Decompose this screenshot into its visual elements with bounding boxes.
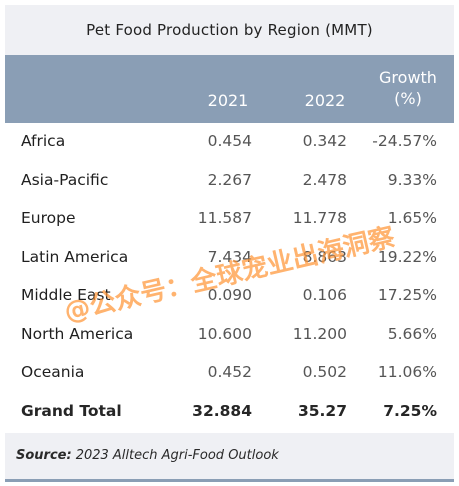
total-label: Grand Total (21, 401, 122, 420)
value-2022-cell: 11.200 (292, 324, 347, 343)
source-label: Source: (16, 447, 72, 463)
table-row: Latin America 7.434 8.863 19.22% (5, 239, 454, 277)
table-row: Africa 0.454 0.342 -24.57% (5, 123, 454, 161)
value-2022-cell: 0.342 (302, 132, 347, 150)
table-body: Africa 0.454 0.342 -24.57% Asia-Pacific … (5, 123, 454, 433)
total-growth-cell: 7.25% (383, 401, 437, 420)
growth-cell: 5.66% (387, 324, 437, 343)
growth-cell: 19.22% (377, 247, 437, 266)
growth-cell: -24.57% (372, 132, 437, 150)
growth-header-line1: Growth (379, 68, 437, 87)
table-title: Pet Food Production by Region (MMT) (86, 21, 373, 39)
source-note: Source: 2023 Alltech Agri-Food Outlook (5, 433, 454, 477)
value-2021-cell: 10.600 (197, 324, 252, 343)
region-cell: Middle East (21, 286, 111, 304)
value-2021-cell: 2.267 (207, 170, 252, 189)
value-2021-cell: 7.434 (207, 247, 252, 266)
table-row: Oceania 0.452 0.502 11.06% (5, 354, 454, 392)
value-2021-cell: 0.090 (207, 286, 252, 304)
table-row: North America 10.600 11.200 5.66% (5, 316, 454, 354)
table-row: Asia-Pacific 2.267 2.478 9.33% (5, 162, 454, 200)
value-2022-cell: 11.778 (292, 209, 347, 227)
growth-cell: 11.06% (377, 363, 437, 381)
growth-header-line2: (%) (394, 89, 422, 108)
table-row: Middle East 0.090 0.106 17.25% (5, 277, 454, 315)
region-cell: Europe (21, 209, 76, 227)
value-2021-cell: 0.452 (207, 363, 252, 381)
total-2022-cell: 35.27 (297, 401, 347, 420)
total-row: Grand Total 32.884 35.27 7.25% (5, 393, 454, 431)
bottom-divider (5, 479, 454, 482)
table-row: Europe 11.587 11.778 1.65% (5, 200, 454, 238)
growth-cell: 9.33% (387, 170, 437, 189)
column-header-growth: Growth (%) (367, 67, 449, 109)
value-2021-cell: 11.587 (197, 209, 252, 227)
region-cell: Oceania (21, 363, 85, 381)
table-header: 2021 2022 Growth (%) (5, 55, 454, 123)
source-text: 2023 Alltech Agri-Food Outlook (75, 447, 279, 463)
region-cell: North America (21, 324, 134, 343)
region-cell: Africa (21, 132, 66, 150)
total-2021-cell: 32.884 (192, 401, 252, 420)
value-2022-cell: 0.106 (302, 286, 347, 304)
column-header-2022: 2022 (304, 91, 346, 110)
region-cell: Latin America (21, 247, 129, 266)
region-cell: Asia-Pacific (21, 170, 109, 189)
value-2022-cell: 2.478 (302, 170, 347, 189)
value-2022-cell: 0.502 (302, 363, 347, 381)
growth-cell: 1.65% (387, 209, 437, 227)
growth-cell: 17.25% (377, 286, 437, 304)
value-2021-cell: 0.454 (207, 132, 252, 150)
table-card: Pet Food Production by Region (MMT) 2021… (5, 5, 454, 479)
column-header-2021: 2021 (207, 91, 249, 110)
value-2022-cell: 8.863 (302, 247, 347, 266)
